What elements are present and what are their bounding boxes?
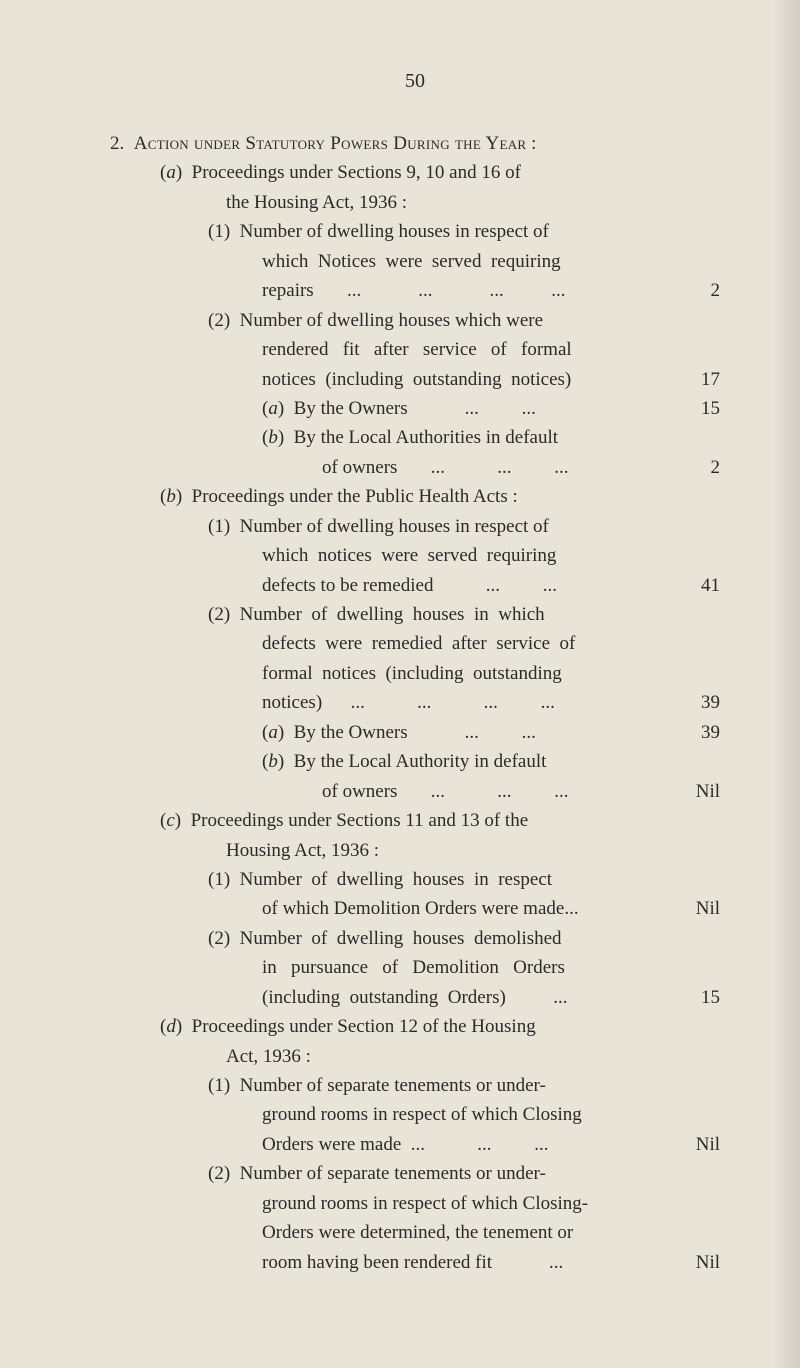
text-line: room having been rendered fit ...Nil: [110, 1248, 720, 1277]
document-page: 50 2. Action under Statutory Powers Duri…: [0, 0, 800, 1368]
line-text: (including outstanding Orders) ...: [110, 983, 670, 1012]
text-line: (2) Number of separate tenements or unde…: [110, 1159, 720, 1188]
line-text: (c) Proceedings under Sections 11 and 13…: [110, 806, 670, 835]
line-text: defects to be remedied ... ...: [110, 571, 670, 600]
text-line: (a) By the Owners ... ...15: [110, 394, 720, 423]
text-line: formal notices (including outstanding: [110, 659, 720, 688]
text-line: ground rooms in respect of which Closing…: [110, 1189, 720, 1218]
text-line: (c) Proceedings under Sections 11 and 13…: [110, 806, 720, 835]
line-value: Nil: [670, 1130, 720, 1159]
line-text: the Housing Act, 1936 :: [110, 188, 670, 217]
line-text: in pursuance of Demolition Orders: [110, 953, 670, 982]
line-text: Orders were made ... ... ...: [110, 1130, 670, 1159]
text-line: rendered fit after service of formal: [110, 335, 720, 364]
line-text: notices) ... ... ... ...: [110, 688, 670, 717]
line-text: (b) By the Local Authority in default: [110, 747, 670, 776]
text-line: Orders were determined, the tenement or: [110, 1218, 720, 1247]
line-text: (b) By the Local Authorities in default: [110, 423, 670, 452]
line-text: Orders were determined, the tenement or: [110, 1218, 670, 1247]
line-value: Nil: [670, 1248, 720, 1277]
text-line: which Notices were served requiring: [110, 247, 720, 276]
line-value: 17: [670, 365, 720, 394]
line-text: (1) Number of dwelling houses in respect…: [110, 217, 670, 246]
line-text: (2) Number of dwelling houses demolished: [110, 924, 670, 953]
line-text: room having been rendered fit ...: [110, 1248, 670, 1277]
line-text: rendered fit after service of formal: [110, 335, 670, 364]
text-line: which notices were served requiring: [110, 541, 720, 570]
line-text: (d) Proceedings under Section 12 of the …: [110, 1012, 670, 1041]
text-line: (2) Number of dwelling houses demolished: [110, 924, 720, 953]
line-value: 15: [670, 394, 720, 423]
text-line: (1) Number of dwelling houses in respect…: [110, 217, 720, 246]
line-text: (2) Number of separate tenements or unde…: [110, 1159, 670, 1188]
document-body: 2. Action under Statutory Powers During …: [110, 129, 720, 1277]
text-line: (including outstanding Orders) ...15: [110, 983, 720, 1012]
text-line: 2. Action under Statutory Powers During …: [110, 129, 720, 158]
text-line: (a) Proceedings under Sections 9, 10 and…: [110, 158, 720, 187]
page-shadow: [772, 0, 800, 1368]
line-text: repairs ... ... ... ...: [110, 276, 670, 305]
text-line: repairs ... ... ... ...2: [110, 276, 720, 305]
text-line: (2) Number of dwelling houses which were: [110, 306, 720, 335]
line-text: (a) By the Owners ... ...: [110, 718, 670, 747]
text-line: of which Demolition Orders were made...N…: [110, 894, 720, 923]
line-text: (1) Number of separate tenements or unde…: [110, 1071, 670, 1100]
text-line: Act, 1936 :: [110, 1042, 720, 1071]
line-text: 2. Action under Statutory Powers During …: [110, 129, 670, 158]
line-text: ground rooms in respect of which Closing…: [110, 1189, 670, 1218]
text-line: of owners ... ... ...2: [110, 453, 720, 482]
text-line: (b) By the Local Authority in default: [110, 747, 720, 776]
line-text: (b) Proceedings under the Public Health …: [110, 482, 670, 511]
text-line: ground rooms in respect of which Closing: [110, 1100, 720, 1129]
line-value: Nil: [670, 894, 720, 923]
text-line: (1) Number of dwelling houses in respect…: [110, 512, 720, 541]
text-line: the Housing Act, 1936 :: [110, 188, 720, 217]
line-text: Act, 1936 :: [110, 1042, 670, 1071]
line-text: of which Demolition Orders were made...: [110, 894, 670, 923]
line-value: Nil: [670, 777, 720, 806]
line-text: (1) Number of dwelling houses in respect…: [110, 512, 670, 541]
line-text: Housing Act, 1936 :: [110, 836, 670, 865]
line-text: ground rooms in respect of which Closing: [110, 1100, 670, 1129]
text-line: notices) ... ... ... ...39: [110, 688, 720, 717]
line-value: 2: [670, 276, 720, 305]
line-value: 41: [670, 571, 720, 600]
text-line: notices (including outstanding notices)1…: [110, 365, 720, 394]
text-line: (2) Number of dwelling houses in which: [110, 600, 720, 629]
text-line: defects to be remedied ... ...41: [110, 571, 720, 600]
text-line: (d) Proceedings under Section 12 of the …: [110, 1012, 720, 1041]
text-line: of owners ... ... ...Nil: [110, 777, 720, 806]
text-line: (a) By the Owners ... ...39: [110, 718, 720, 747]
line-text: (1) Number of dwelling houses in respect: [110, 865, 670, 894]
line-text: notices (including outstanding notices): [110, 365, 670, 394]
line-text: (a) By the Owners ... ...: [110, 394, 670, 423]
text-line: (1) Number of separate tenements or unde…: [110, 1071, 720, 1100]
text-line: Orders were made ... ... ...Nil: [110, 1130, 720, 1159]
line-text: which Notices were served requiring: [110, 247, 670, 276]
line-value: 39: [670, 718, 720, 747]
line-value: 2: [670, 453, 720, 482]
text-line: Housing Act, 1936 :: [110, 836, 720, 865]
line-text: of owners ... ... ...: [110, 453, 670, 482]
line-text: which notices were served requiring: [110, 541, 670, 570]
line-text: (a) Proceedings under Sections 9, 10 and…: [110, 158, 670, 187]
text-line: in pursuance of Demolition Orders: [110, 953, 720, 982]
page-number: 50: [110, 70, 720, 93]
text-line: defects were remedied after service of: [110, 629, 720, 658]
line-value: 39: [670, 688, 720, 717]
text-line: (1) Number of dwelling houses in respect: [110, 865, 720, 894]
line-text: (2) Number of dwelling houses in which: [110, 600, 670, 629]
line-text: formal notices (including outstanding: [110, 659, 670, 688]
line-text: (2) Number of dwelling houses which were: [110, 306, 670, 335]
line-text: of owners ... ... ...: [110, 777, 670, 806]
text-line: (b) Proceedings under the Public Health …: [110, 482, 720, 511]
line-value: 15: [670, 983, 720, 1012]
text-line: (b) By the Local Authorities in default: [110, 423, 720, 452]
line-text: defects were remedied after service of: [110, 629, 670, 658]
